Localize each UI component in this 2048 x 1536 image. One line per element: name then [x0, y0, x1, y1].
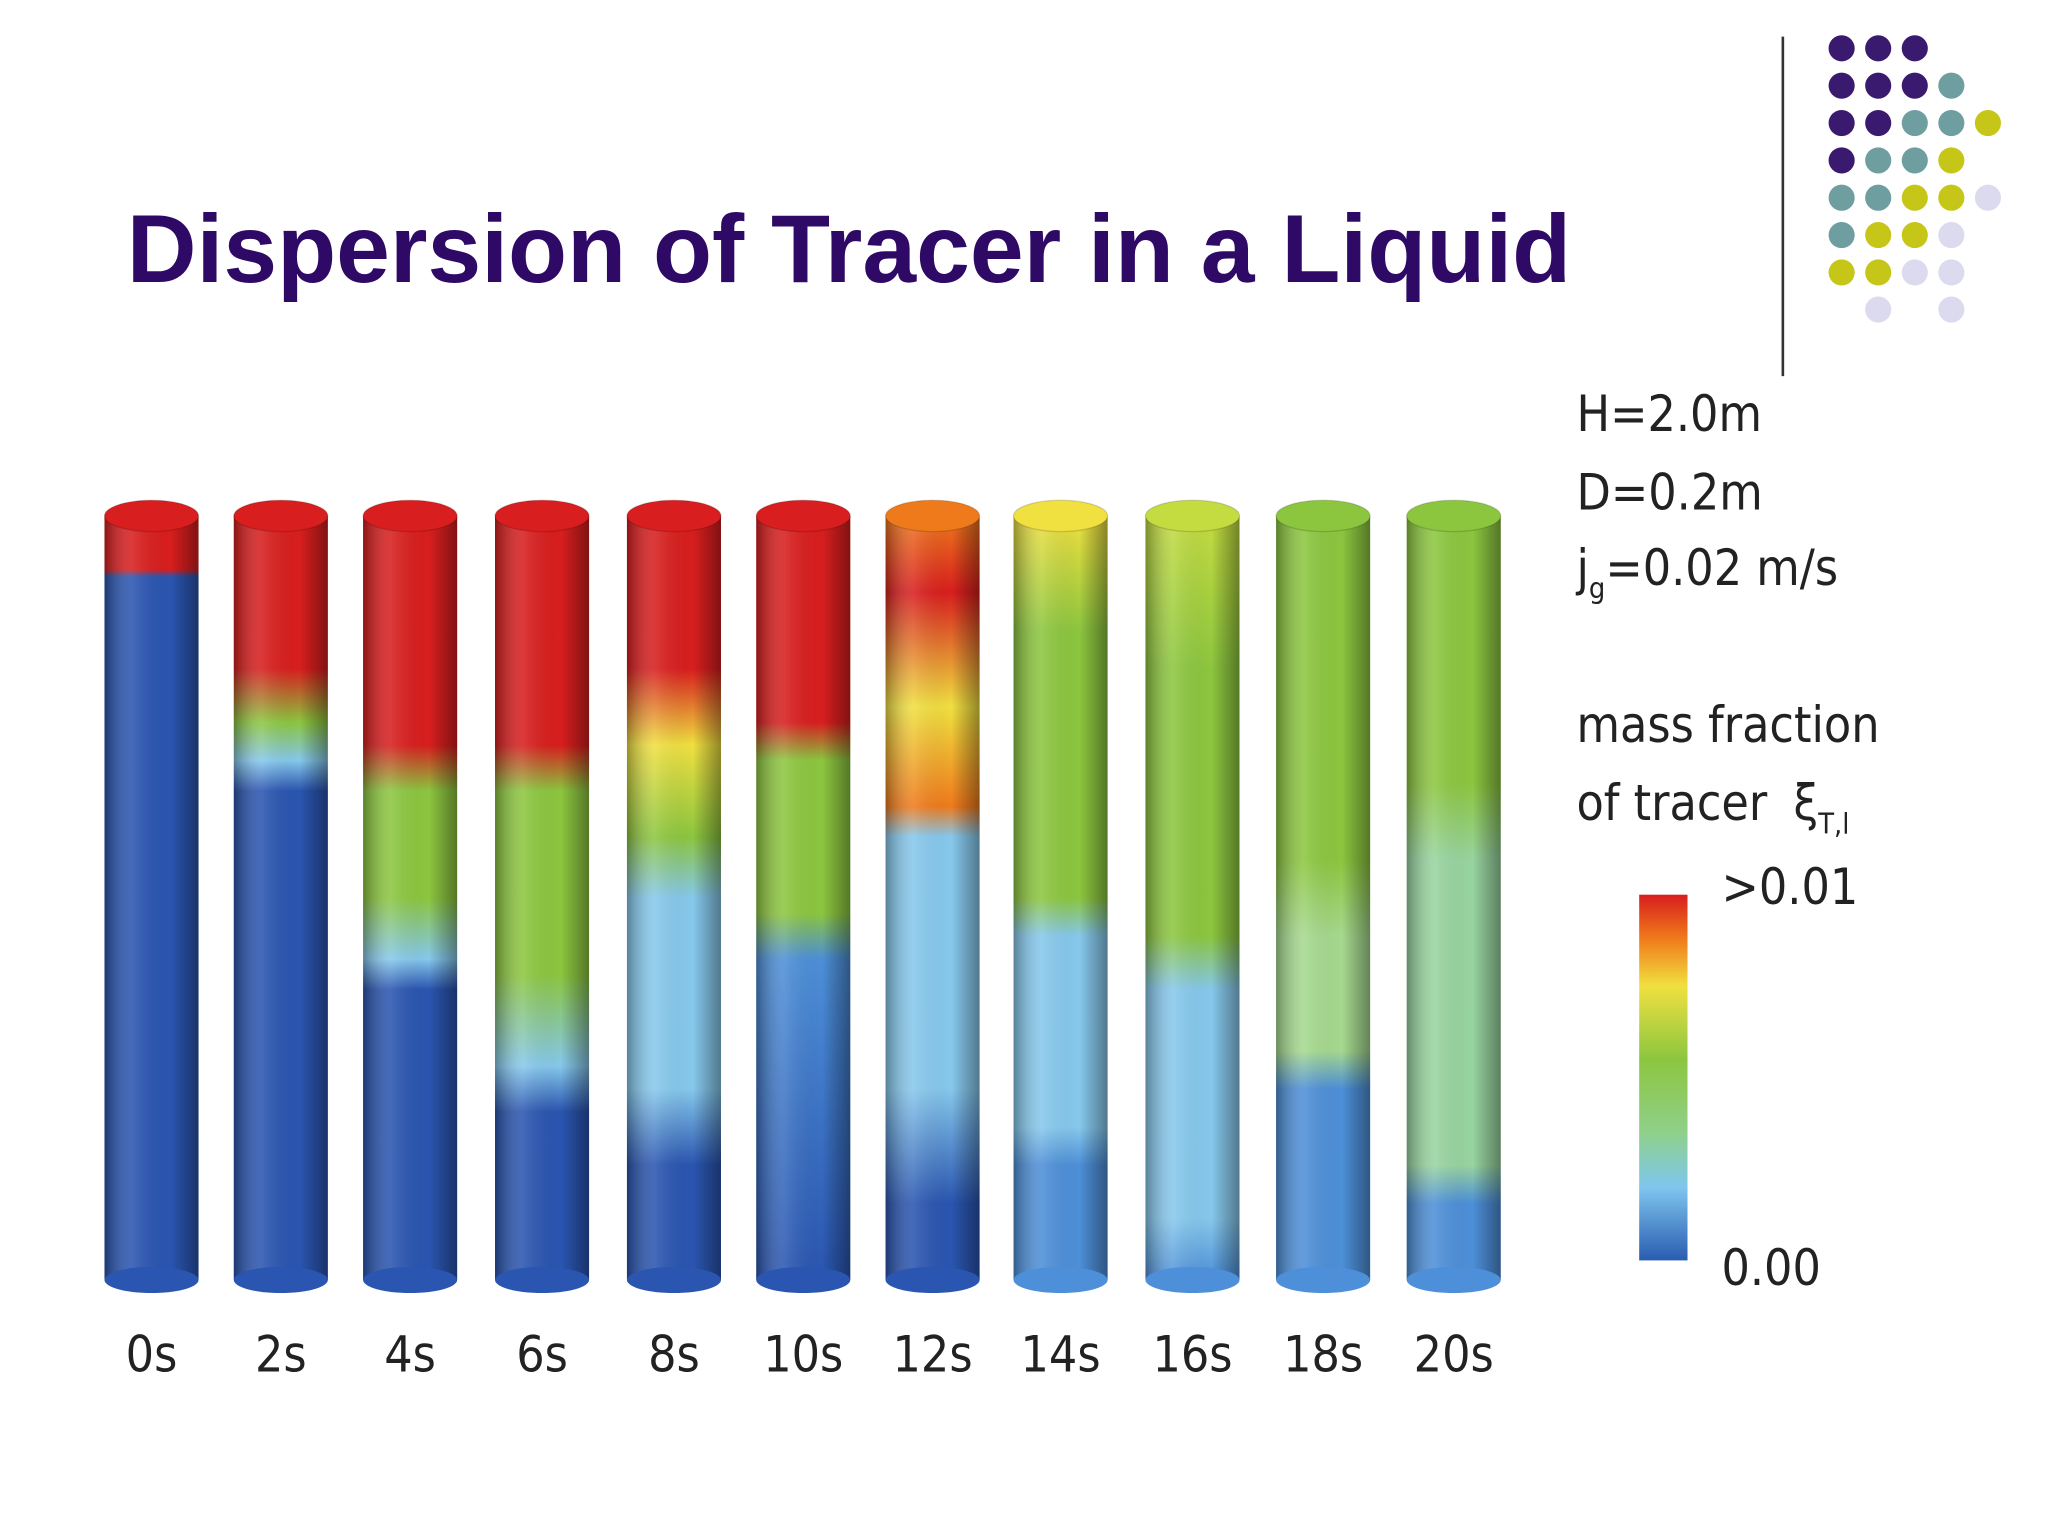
- cylinder-shade: [1145, 515, 1240, 1280]
- velocity-symbol: j: [1575, 539, 1588, 597]
- cylinder-top: [103, 499, 200, 533]
- cylinder-bottom: [233, 1266, 328, 1294]
- dot: [1974, 109, 2001, 137]
- velocity-subscript: g: [1589, 571, 1605, 605]
- cylinder-bottom: [1406, 1266, 1501, 1294]
- dot: [1865, 35, 1892, 62]
- dot: [1901, 184, 1928, 211]
- cylinder-shade: [233, 515, 328, 1280]
- time-labels: 0s 2s 4s 6s 8s 10s 12s 14s 16s 18s 20s: [126, 1325, 1494, 1383]
- parameter: D=0.2m: [1576, 463, 1762, 521]
- dot: [1865, 259, 1892, 286]
- cylinder-top: [494, 499, 590, 533]
- colorbar-min-label: 0.00: [1721, 1239, 1820, 1297]
- legend-title: of tracer: [1576, 774, 1767, 832]
- dot: [1901, 35, 1928, 62]
- cylinder-bottom: [1145, 1266, 1240, 1294]
- parameter: H=2.0m: [1576, 385, 1761, 443]
- cylinder-shade: [495, 515, 590, 1280]
- colorbar-max-label: >0.01: [1721, 858, 1858, 916]
- dot: [1828, 222, 1855, 249]
- time-label: 16s: [1152, 1325, 1232, 1383]
- dot: [1865, 222, 1892, 249]
- colorbar: [1639, 894, 1688, 1261]
- dot: [1865, 147, 1892, 174]
- dot: [1828, 35, 1855, 62]
- time-label: 20s: [1414, 1325, 1494, 1383]
- cylinder-top: [233, 499, 329, 533]
- dot: [1901, 259, 1928, 286]
- velocity-value: =0.02 m/s: [1605, 539, 1838, 597]
- cylinder-shade: [626, 515, 721, 1280]
- decoration-dots: [1828, 35, 2001, 323]
- dot: [1938, 109, 1965, 137]
- cylinder-top: [1275, 499, 1371, 533]
- legend-title: of tracer ξT,l: [1576, 774, 1849, 840]
- cylinder-top: [884, 499, 981, 533]
- cylinder-bottom: [495, 1266, 590, 1294]
- time-label: 10s: [763, 1325, 843, 1383]
- dot: [1938, 296, 1965, 323]
- dot: [1938, 184, 1965, 211]
- cylinder-top: [1012, 499, 1109, 533]
- cylinder-shade: [363, 515, 458, 1280]
- dot: [1901, 72, 1928, 99]
- legend-title: mass fraction: [1576, 696, 1879, 754]
- cylinder-shade: [104, 515, 199, 1280]
- cylinder-bottom: [1276, 1266, 1371, 1294]
- dot: [1901, 147, 1928, 174]
- time-label: 2s: [255, 1325, 307, 1383]
- cylinder-bottom: [756, 1266, 851, 1294]
- time-label: 12s: [893, 1325, 973, 1383]
- cylinder-shade: [1406, 515, 1501, 1280]
- dot: [1828, 147, 1855, 174]
- dot: [1865, 184, 1892, 211]
- dot: [1865, 72, 1892, 99]
- time-label: 8s: [648, 1325, 700, 1383]
- dot: [1865, 296, 1892, 323]
- cylinders: [103, 499, 1502, 1294]
- cylinder-shade: [1276, 515, 1371, 1280]
- time-label: 0s: [126, 1325, 178, 1383]
- cylinder-top: [362, 499, 458, 533]
- cylinder-bottom: [626, 1266, 721, 1294]
- legend-symbol: ξ: [1793, 774, 1818, 832]
- time-label: 4s: [384, 1325, 436, 1383]
- cylinder-bottom: [104, 1266, 199, 1294]
- dot: [1828, 72, 1855, 99]
- cylinder-shade: [756, 515, 851, 1280]
- cylinder-top: [1144, 499, 1241, 533]
- cylinder-shade: [885, 515, 980, 1280]
- dot: [1938, 72, 1965, 99]
- legend-symbol-subscript: T,l: [1817, 806, 1849, 840]
- dot: [1828, 109, 1855, 137]
- dot: [1974, 184, 2001, 211]
- dot: [1938, 222, 1965, 249]
- time-label: 18s: [1283, 1325, 1363, 1383]
- parameter: jg=0.02 m/s: [1575, 539, 1838, 605]
- cylinder-bottom: [363, 1266, 458, 1294]
- dot: [1828, 184, 1855, 211]
- dot: [1938, 147, 1965, 174]
- dot: [1901, 222, 1928, 249]
- dot: [1901, 109, 1928, 137]
- dot: [1828, 259, 1855, 286]
- cylinder-shade: [1013, 515, 1108, 1280]
- cylinder-bottom: [885, 1266, 980, 1294]
- slide-title: Dispersion of Tracer in a Liquid: [127, 196, 1572, 303]
- cylinder-top: [1406, 499, 1502, 533]
- cylinder-top: [626, 499, 722, 533]
- cylinder-top: [755, 499, 851, 533]
- time-label: 6s: [516, 1325, 568, 1383]
- time-label: 14s: [1021, 1325, 1101, 1383]
- dot: [1938, 259, 1965, 286]
- cylinder-bottom: [1013, 1266, 1108, 1294]
- dot: [1865, 109, 1892, 137]
